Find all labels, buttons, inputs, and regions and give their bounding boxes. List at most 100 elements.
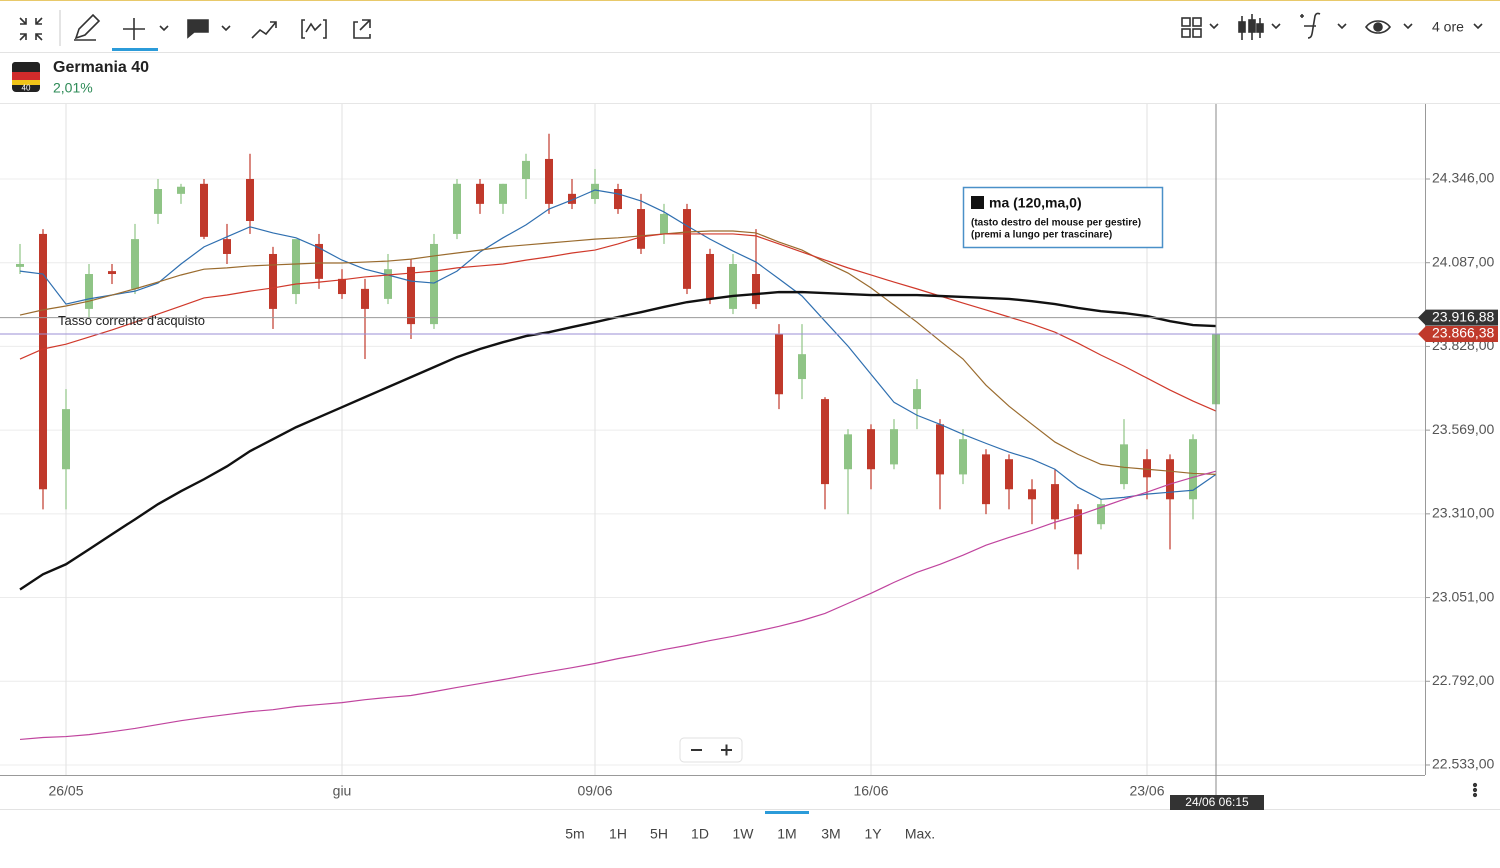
- candle-body: [591, 183, 599, 200]
- x-tick-label: 26/05: [48, 783, 83, 799]
- y-tick-label: 23.051,00: [1432, 588, 1494, 604]
- candle-body: [936, 424, 944, 475]
- candle-body: [1028, 489, 1036, 500]
- y-tick-label: 23.569,00: [1432, 421, 1494, 437]
- x-tick-label: 23/06: [1129, 783, 1164, 799]
- candle-body: [1189, 439, 1197, 500]
- zoom-controls[interactable]: [679, 737, 743, 763]
- crosshair-box: [1170, 795, 1264, 810]
- candle-body: [131, 239, 139, 289]
- candle-body: [522, 160, 530, 179]
- candle-body: [959, 439, 967, 475]
- candle-body: [315, 243, 323, 279]
- candle-body: [223, 239, 231, 254]
- timeframe-button[interactable]: 1D: [691, 826, 709, 842]
- candle-body: [890, 429, 898, 465]
- timeframe-button[interactable]: 5m: [565, 826, 584, 842]
- zoom-in[interactable]: [721, 744, 732, 756]
- timeframe-button[interactable]: 1W: [733, 826, 755, 842]
- candle-body: [407, 266, 415, 325]
- instrument-change: 2,01%: [53, 80, 93, 96]
- candle-body: [844, 434, 852, 470]
- candle-body: [16, 263, 24, 267]
- x-tick-label: 09/06: [577, 783, 612, 799]
- candle-body: [660, 213, 668, 234]
- candle-body: [361, 288, 369, 309]
- y-tick-label: 24.087,00: [1432, 253, 1494, 269]
- moving-average: [19, 233, 1217, 412]
- candle-body: [867, 429, 875, 470]
- candle-body: [476, 183, 484, 204]
- candle-body: [637, 209, 645, 249]
- candle-body: [246, 178, 254, 222]
- candle-body: [545, 158, 553, 204]
- y-tick-label: 22.792,00: [1432, 672, 1494, 688]
- y-tick-label: 23.310,00: [1432, 505, 1494, 521]
- moving-average: [19, 470, 1217, 741]
- timeframe-active: [765, 811, 809, 814]
- candle-body: [1120, 444, 1128, 485]
- moving-average: [19, 230, 1217, 476]
- candle-body: [729, 263, 737, 309]
- candle-body: [292, 239, 300, 295]
- candle-body: [85, 274, 93, 309]
- crosshair-label: 24/06 06:15: [1185, 795, 1249, 809]
- candle-body: [798, 354, 806, 380]
- candle-body: [1097, 504, 1105, 525]
- candle-body: [982, 454, 990, 505]
- candle-body: [200, 183, 208, 237]
- candle-body: [1051, 484, 1059, 520]
- timeframe-button[interactable]: 5H: [650, 826, 668, 842]
- timeframe-button[interactable]: 1M: [777, 826, 796, 842]
- annotation-line: (premi a lungo per trascinare): [971, 230, 1112, 241]
- candle-body: [430, 243, 438, 325]
- candle-body: [1143, 459, 1151, 478]
- annotation-swatch: [971, 196, 984, 209]
- current-price-label: Tasso corrente d'acquisto: [58, 313, 205, 328]
- annotation-box: [962, 186, 1164, 249]
- menu-dots[interactable]: [1472, 782, 1478, 798]
- candle-body: [177, 186, 185, 194]
- candle-body: [39, 233, 47, 490]
- annotation-line: (tasto destro del mouse per gestire): [971, 218, 1141, 229]
- candle-body: [568, 193, 576, 204]
- candle-body: [384, 269, 392, 299]
- candle-body: [1005, 459, 1013, 490]
- y-tick-label: 24.346,00: [1432, 170, 1494, 186]
- candle-body: [913, 389, 921, 410]
- instrument-name: Germania 40: [53, 59, 149, 76]
- candle-body: [752, 274, 760, 305]
- candle-body: [706, 253, 714, 299]
- candle-body: [269, 253, 277, 309]
- timeframe-button[interactable]: 1H: [609, 826, 627, 842]
- timeframe-button[interactable]: 1Y: [864, 826, 882, 842]
- candle-body: [821, 399, 829, 485]
- candle-body: [338, 278, 346, 295]
- flag-label: 40: [22, 84, 31, 93]
- timeframe-button[interactable]: 3M: [821, 826, 840, 842]
- x-tick-label: giu: [333, 783, 352, 799]
- price-label: 23.916,88: [1432, 308, 1494, 324]
- candle-body: [1074, 509, 1082, 555]
- flag-gold: [12, 80, 40, 85]
- price-label: 23.866,38: [1432, 325, 1494, 341]
- interval[interactable]: 4 ore: [1432, 19, 1464, 35]
- candle-body: [154, 189, 162, 214]
- candle-body: [1166, 459, 1174, 500]
- y-tick-label: 22.533,00: [1432, 756, 1494, 772]
- candle-body: [683, 209, 691, 289]
- flag-red: [12, 72, 40, 80]
- candle-body: [453, 183, 461, 234]
- candle-body: [614, 189, 622, 210]
- toolbar-icons[interactable]: [19, 10, 1483, 51]
- annotation-title: ma (120,ma,0): [989, 195, 1082, 211]
- x-tick-label: 16/06: [853, 783, 888, 799]
- price-box: [1418, 309, 1498, 326]
- candle-body: [499, 183, 507, 204]
- price-box: [1418, 326, 1498, 343]
- moving-average: [19, 290, 1217, 591]
- candle-body: [108, 271, 116, 275]
- moving-average: [19, 189, 1217, 500]
- timeframe-button[interactable]: Max.: [905, 826, 935, 842]
